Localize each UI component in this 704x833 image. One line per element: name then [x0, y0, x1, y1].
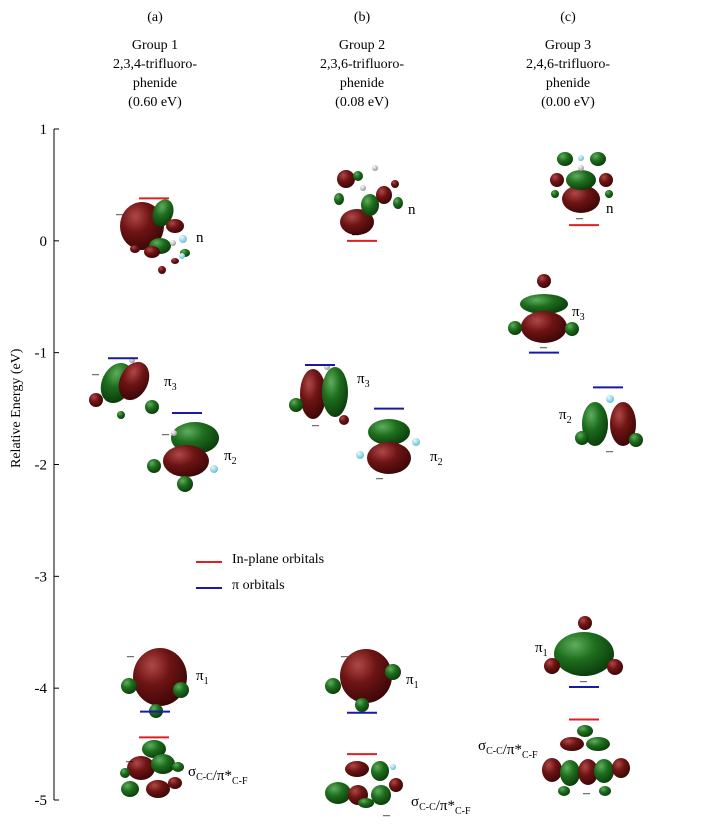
orbital-c-pi1	[544, 616, 623, 676]
svg-text:–: –	[340, 649, 349, 664]
svg-text:–: –	[582, 786, 591, 801]
molecule-name-line1: 2,3,4-trifluoro-	[113, 57, 197, 72]
orbital-b-sigma	[325, 761, 403, 808]
group-energy: (0.60 eV)	[128, 95, 182, 110]
orbital-a-pi3	[89, 357, 159, 419]
orbital-b-pi2	[356, 419, 420, 474]
orbital-b-pi1	[325, 649, 401, 712]
y-tick-label: -5	[35, 793, 48, 809]
orbital-a-pi2	[147, 422, 219, 492]
orbital-b-n	[334, 165, 403, 235]
y-tick-label: -2	[35, 458, 48, 474]
group-letter: (b)	[353, 10, 371, 25]
orbital-label: π1	[196, 668, 209, 687]
orbital-label: π3	[357, 371, 370, 390]
svg-text:–: –	[579, 674, 588, 689]
header-group-b: (b) Group 2 2,3,6-trifluoro- phenide (0.…	[262, 8, 462, 112]
svg-text:–: –	[375, 471, 384, 486]
y-tick-label: -3	[35, 569, 48, 585]
orbital-label: π2	[224, 448, 237, 467]
legend-swatch-pi	[196, 587, 222, 589]
orbital-c-sigma	[542, 725, 630, 796]
y-tick-label: 0	[40, 234, 48, 250]
orbital-a-sigma	[120, 740, 184, 798]
molecule-name-line2: phenide	[545, 76, 591, 91]
svg-text:–: –	[351, 227, 360, 242]
group-letter: (a)	[147, 10, 163, 25]
orbital-a-n	[120, 199, 190, 274]
orbital-c-n	[550, 152, 613, 213]
group-energy: (0.08 eV)	[335, 95, 389, 110]
orbital-c-pi3	[508, 274, 579, 343]
molecule-name-line2: phenide	[339, 76, 385, 91]
orbital-label: n	[606, 201, 614, 217]
molecule-name-line2: phenide	[132, 76, 178, 91]
orbital-c-pi2	[575, 395, 643, 447]
molecule-name-line1: 2,3,6-trifluoro-	[320, 57, 404, 72]
group-title: Group 2	[338, 38, 386, 53]
group-title: Group 1	[131, 38, 179, 53]
svg-text:–: –	[161, 427, 170, 442]
svg-text:–: –	[126, 649, 135, 664]
group-letter: (c)	[560, 10, 576, 25]
group-title: Group 3	[544, 38, 592, 53]
orbital-b-pi3	[289, 364, 349, 425]
y-tick-label: -1	[35, 346, 48, 362]
orbital-label: π3	[164, 374, 177, 393]
header-group-a: (a) Group 1 2,3,4-trifluoro- phenide (0.…	[55, 8, 255, 112]
svg-text:–: –	[575, 211, 584, 226]
molecule-name-line1: 2,4,6-trifluoro-	[526, 57, 610, 72]
header-group-c: (c) Group 3 2,4,6-trifluoro- phenide (0.…	[468, 8, 668, 112]
orbital-label: σC-C/π*C-F	[478, 738, 538, 761]
orbital-label: π2	[559, 407, 572, 426]
svg-text:–: –	[125, 754, 134, 769]
group-energy: (0.00 eV)	[541, 95, 595, 110]
orbital-label: n	[408, 202, 416, 218]
orbital-a-pi1	[121, 648, 189, 718]
orbital-label: π2	[430, 449, 443, 468]
svg-text:–: –	[311, 418, 320, 433]
orbital-label: n	[196, 230, 204, 246]
svg-text:–: –	[539, 340, 548, 355]
orbital-label: π3	[572, 304, 585, 323]
svg-text:–: –	[91, 367, 100, 382]
charge-markers: – – – – – – – – – – – – – – –	[91, 207, 614, 823]
svg-text:–: –	[115, 207, 124, 222]
orbital-label: σC-C/π*C-F	[188, 764, 248, 787]
orbital-label: π1	[535, 640, 548, 659]
legend-label-in-plane: In-plane orbitals	[232, 552, 325, 567]
y-tick-label: 1	[40, 122, 48, 138]
y-tick-label: -4	[35, 681, 48, 697]
legend-label-pi: π orbitals	[232, 578, 285, 593]
orbital-label: σC-C/π*C-F	[411, 794, 471, 817]
orbital-label: π1	[406, 672, 419, 691]
svg-text:–: –	[605, 444, 614, 459]
legend-swatch-in-plane	[196, 561, 222, 563]
svg-text:–: –	[382, 808, 391, 823]
